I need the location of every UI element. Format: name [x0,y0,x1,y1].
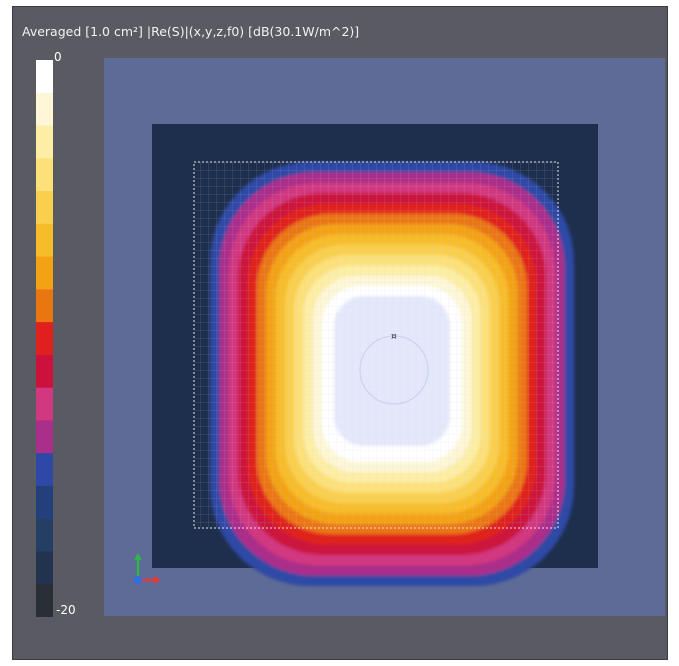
colorbar-segment [36,289,53,323]
chart-title: Averaged [1.0 cm²] |Re(S)|(x,y,z,f0) [dB… [22,24,360,39]
colorbar-segment [36,158,53,192]
colorbar-min-label: -20 [56,603,76,617]
colorbar-segment [36,485,53,520]
colorbar-segment [36,125,53,159]
heatmap-plot: ¤ [104,58,665,616]
colorbar-segment [36,518,53,553]
hot-spot-marker: ¤ [391,332,397,342]
colorbar-segment [36,322,53,356]
colorbar-segment [36,584,53,617]
colorbar-segment [36,387,53,422]
colorbar-segment [36,420,53,454]
colorbar-segment [36,354,53,389]
colorbar-segment [36,60,53,94]
scan-area-outline [193,161,559,529]
colorbar-segment [36,191,53,225]
colorbar-max-label: 0 [54,50,62,64]
colorbar-segment [36,551,53,585]
measurement-grid [194,162,558,528]
feed-circle [359,335,429,405]
colorbar-segment [36,223,53,258]
colorbar [36,60,53,617]
colorbar-segment [36,256,53,290]
colorbar-segment [36,92,53,127]
axis-triad-icon [134,553,161,584]
colorbar-segment [36,453,53,487]
